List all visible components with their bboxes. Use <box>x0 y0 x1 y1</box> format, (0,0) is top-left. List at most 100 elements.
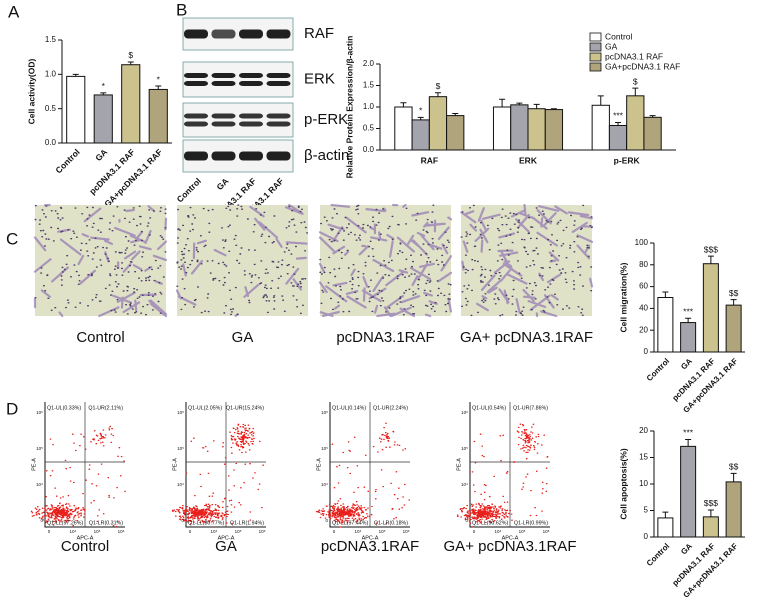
bar <box>702 516 719 538</box>
flow-y-tick: 10⁶ <box>36 410 43 415</box>
quadrant-label: Q1-LL(90.62%) <box>472 520 508 526</box>
flow-x-tick: 10⁴ <box>70 529 77 534</box>
x-tick-label: RAF <box>421 155 438 165</box>
pore-dots <box>319 204 452 316</box>
error-bar <box>707 509 714 517</box>
flow-x-tick: 10⁴ <box>355 529 362 534</box>
micrograph: Control <box>33 203 168 346</box>
blot-band <box>239 151 263 161</box>
flow-x-tick: 10⁶ <box>259 529 266 534</box>
band-label: RAF <box>304 25 334 42</box>
y-tick-label: 1.0 <box>45 69 57 78</box>
y-tick-label: 10 <box>639 479 648 488</box>
legend-label: GA+pcDNA3.1 RAF <box>605 61 680 71</box>
y-tick-label: 0.0 <box>45 138 57 147</box>
quadrant-label: Q1-UR(2.24%) <box>373 405 408 411</box>
flow-x-tick: 10⁶ <box>118 529 125 534</box>
blot-band <box>239 121 263 127</box>
blot-band <box>239 73 263 78</box>
band-label: p-ERK <box>304 111 348 128</box>
band-label: ERK <box>304 70 335 87</box>
y-tick-label: 1.5 <box>363 81 375 90</box>
blot-band <box>184 29 208 39</box>
bar <box>702 263 719 353</box>
significance-label: $ <box>128 50 133 60</box>
flow-y-label: PE-A <box>172 458 178 471</box>
legend-swatch <box>589 32 602 42</box>
flow-axes <box>185 402 266 528</box>
flow-y-tick: 10⁵ <box>36 446 43 451</box>
y-tick-label: 20 <box>639 325 648 334</box>
blot-band <box>266 73 291 78</box>
micrograph-label: GA <box>232 329 254 346</box>
blot-band <box>184 73 208 78</box>
lane-label: GA <box>214 176 230 192</box>
flow-y-tick: 0 <box>465 518 468 523</box>
bar <box>608 124 628 151</box>
legend-label: Control <box>605 31 633 41</box>
quadrant-label: Q1-UL(2.05%) <box>188 405 222 411</box>
bar <box>428 96 448 151</box>
quadrant-lines <box>45 402 125 527</box>
error-bar <box>550 108 557 110</box>
bar <box>411 119 430 151</box>
y-tick-label: 15 <box>639 453 648 462</box>
error-bar <box>434 92 441 97</box>
micrograph-background <box>177 205 308 316</box>
flow-events <box>171 423 264 525</box>
error-bar <box>685 317 692 323</box>
legend-label: GA <box>605 41 618 51</box>
blot-band <box>184 81 208 86</box>
quadrant-label: Q1-UL(0.14%) <box>332 405 366 411</box>
error-bar <box>632 87 639 96</box>
error-bar <box>707 255 714 264</box>
quadrant-label: Q1-LL(97.44%) <box>332 520 368 526</box>
flow-axes <box>44 402 125 528</box>
y-tick-label: 0 <box>644 347 649 356</box>
flow-y-tick: 10⁴ <box>461 482 468 487</box>
flow-y-tick: 10⁴ <box>177 482 184 487</box>
error-bar <box>649 115 656 118</box>
flow-x-tick: 10⁴ <box>211 529 218 534</box>
flow-x-tick: 10⁵ <box>379 529 386 534</box>
significance-label: * <box>419 106 423 116</box>
error-bar <box>499 98 506 107</box>
flow-label: Control <box>61 538 109 555</box>
cell-stain <box>318 203 453 318</box>
error-bar <box>155 85 162 90</box>
bar <box>680 445 697 538</box>
blot-band <box>266 81 291 86</box>
y-tick-label: 5 <box>644 506 649 515</box>
flow-y-label: PE-A <box>31 458 37 471</box>
flow-y-tick: 10⁵ <box>321 446 328 451</box>
flow-y-tick: 10⁴ <box>321 482 328 487</box>
error-bar <box>417 116 424 120</box>
bar <box>510 104 529 151</box>
y-axis-label: Cell apoptosis(%) <box>618 448 628 519</box>
y-axis-label: Relative Protein Expression/β-actin <box>344 36 354 179</box>
bar <box>643 116 662 151</box>
flow-x-label: APC-A <box>218 535 235 541</box>
quadrant-lines <box>330 402 410 527</box>
bar <box>657 297 674 353</box>
error-bar <box>685 438 692 447</box>
flow-y-tick: 10⁶ <box>177 410 184 415</box>
y-tick-label: 40 <box>639 304 648 313</box>
blot-strip <box>182 102 294 138</box>
pore-dots <box>34 205 167 316</box>
bar <box>446 115 465 151</box>
flow-label: GA <box>215 538 237 555</box>
flow-plot: Q1-UL(0.14%) Q1-UR(2.24%) Q1-LL(97.44%) Q1-… <box>315 402 419 555</box>
flow-x-label: APC-A <box>77 535 94 541</box>
flow-x-tick: 10⁶ <box>543 529 550 534</box>
bar <box>93 94 113 144</box>
flow-y-tick: 10⁶ <box>321 410 328 415</box>
x-tick-label: Control <box>645 357 671 383</box>
y-tick-label: 60 <box>639 282 648 291</box>
quadrant-label: Q1-LR(0.99%) <box>514 520 548 526</box>
blot-band <box>211 113 236 119</box>
flow-events <box>456 423 549 528</box>
legend-swatch <box>589 52 602 62</box>
blot-band <box>184 121 208 127</box>
x-tick-label: GA <box>679 541 694 556</box>
